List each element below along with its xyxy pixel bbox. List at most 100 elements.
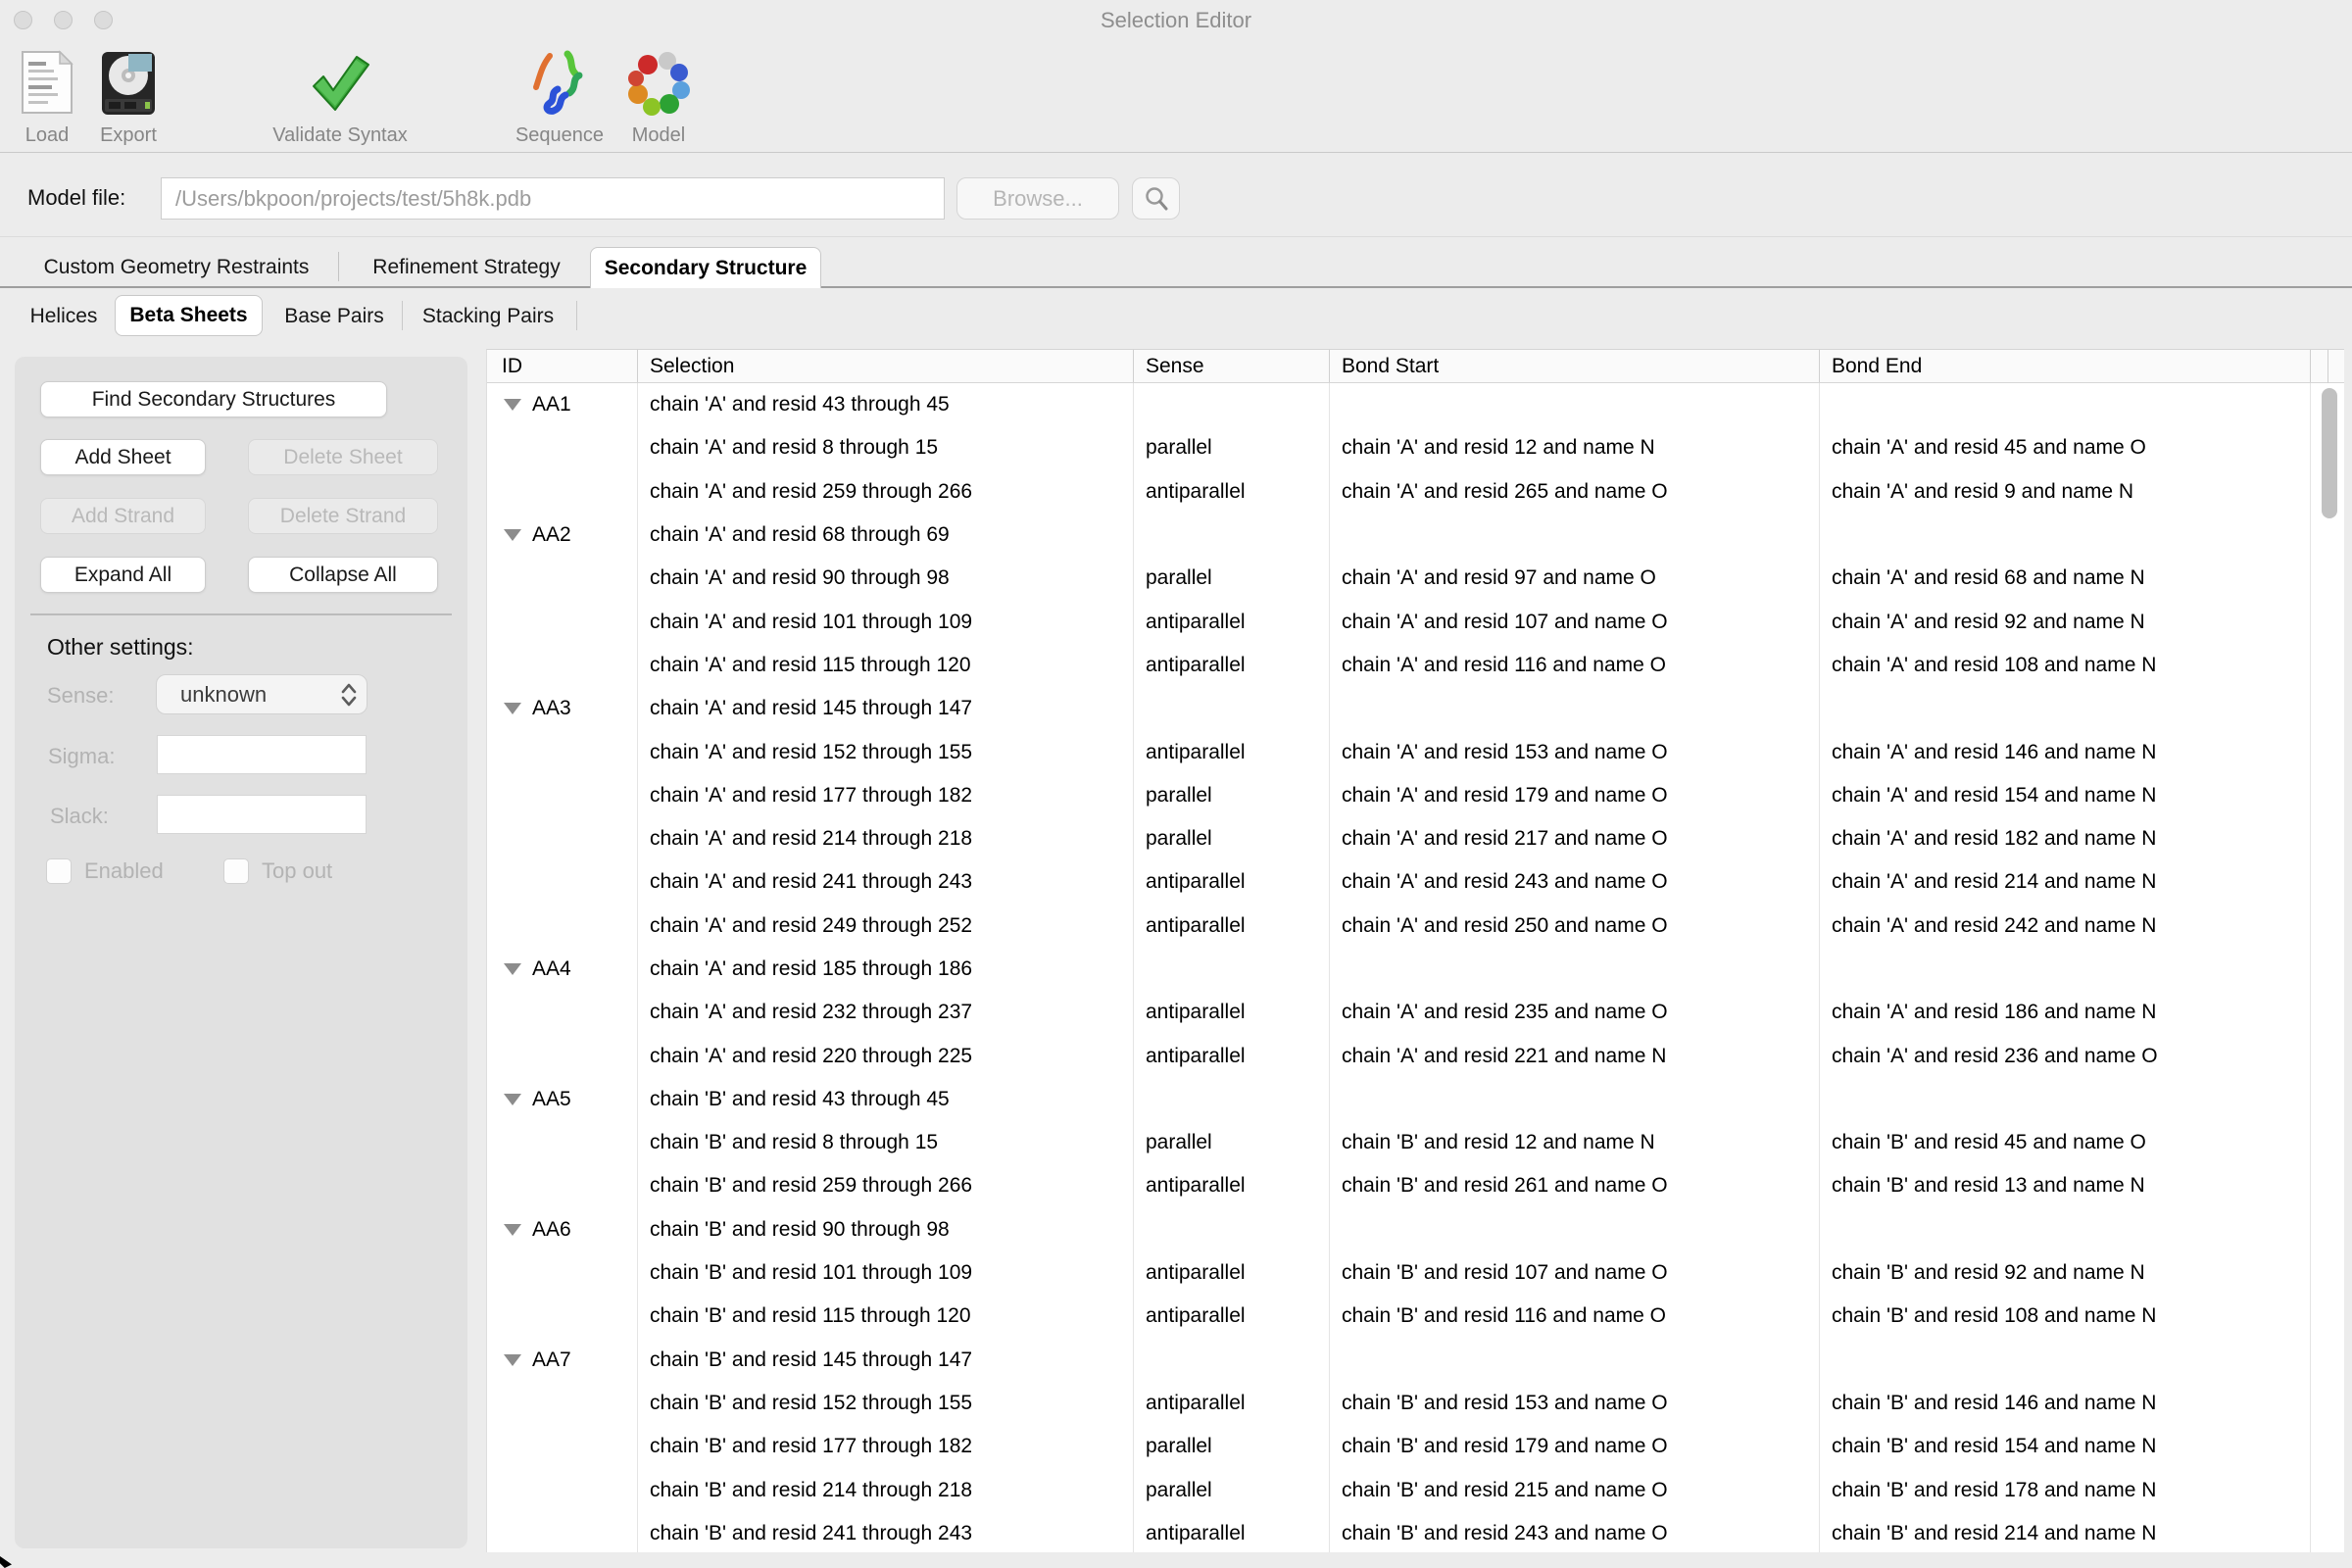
disclosure-triangle-icon[interactable] (504, 399, 521, 412)
table-row[interactable]: chain 'A' and resid 232 through 237 antip… (487, 991, 2344, 1035)
disclosure-triangle-icon[interactable] (504, 529, 521, 542)
enabled-checkbox[interactable] (46, 858, 72, 884)
cell-id (487, 426, 638, 470)
tab-secondary-structure[interactable]: Secondary Structure (590, 247, 821, 288)
table-body: AA1 chain 'A' and resid 43 through 45 chai… (487, 383, 2344, 1552)
table-row[interactable]: chain 'B' and resid 177 through 182 paral… (487, 1425, 2344, 1469)
cell-sense: parallel (1134, 426, 1330, 470)
column-header-id[interactable]: ID (487, 350, 638, 382)
table-row[interactable]: chain 'B' and resid 8 through 15 parallel… (487, 1121, 2344, 1165)
disclosure-triangle-icon[interactable] (504, 1093, 521, 1105)
export-button[interactable]: Export (96, 49, 161, 147)
minimize-button[interactable] (54, 11, 73, 29)
cell-selection: chain 'B' and resid 241 through 243 (638, 1511, 1134, 1552)
table-row[interactable]: chain 'A' and resid 101 through 109 antip… (487, 600, 2344, 644)
cell-bond-start: chain 'A' and resid 221 and name N (1330, 1034, 1820, 1078)
disclosure-triangle-icon[interactable] (504, 1223, 521, 1236)
cell-selection: chain 'A' and resid 145 through 147 (638, 687, 1134, 731)
cell-selection: chain 'A' and resid 115 through 120 (638, 643, 1134, 688)
table-row[interactable]: chain 'B' and resid 101 through 109 antip… (487, 1250, 2344, 1296)
table-row[interactable]: AA5 chain 'B' and resid 43 through 45 (487, 1077, 2344, 1122)
table-row[interactable]: chain 'B' and resid 259 through 266 antip… (487, 1164, 2344, 1208)
tab-refinement-strategy[interactable]: Refinement Strategy (372, 256, 561, 278)
cell-sense (1134, 1338, 1330, 1382)
table-row[interactable]: chain 'A' and resid 220 through 225 antip… (487, 1034, 2344, 1078)
cell-spacer (2311, 687, 2344, 730)
table-row[interactable]: chain 'A' and resid 249 through 252 antip… (487, 904, 2344, 948)
cell-spacer (2311, 774, 2344, 817)
zoom-button[interactable] (94, 11, 113, 29)
table-row[interactable]: chain 'A' and resid 90 through 98 paralle… (487, 557, 2344, 601)
expand-all-button[interactable]: Expand All (40, 557, 206, 593)
slack-input[interactable] (157, 795, 367, 834)
cell-selection: chain 'A' and resid 90 through 98 (638, 557, 1134, 601)
vertical-scrollbar-thumb[interactable] (2322, 388, 2337, 518)
add-sheet-button[interactable]: Add Sheet (40, 439, 206, 475)
table-row[interactable]: AA2 chain 'A' and resid 68 through 69 (487, 513, 2344, 558)
cell-id: AA7 (487, 1338, 638, 1382)
model-button[interactable]: Model (615, 49, 702, 147)
table-row[interactable]: chain 'A' and resid 152 through 155 antip… (487, 730, 2344, 774)
table-row[interactable]: AA4 chain 'A' and resid 185 through 186 (487, 947, 2344, 992)
sigma-input[interactable] (157, 735, 367, 774)
subtab-beta-sheets[interactable]: Beta Sheets (115, 295, 263, 336)
column-header-bond-end[interactable]: Bond End (1820, 350, 2311, 382)
close-button[interactable] (14, 11, 32, 29)
find-secondary-structures-button[interactable]: Find Secondary Structures (40, 381, 387, 417)
collapse-all-button[interactable]: Collapse All (248, 557, 438, 593)
cell-bond-end (1820, 383, 2311, 427)
column-header-bond-start[interactable]: Bond Start (1330, 350, 1820, 382)
table-row[interactable]: AA1 chain 'A' and resid 43 through 45 (487, 383, 2344, 427)
cell-sense: antiparallel (1134, 904, 1330, 948)
disclosure-triangle-icon[interactable] (504, 1353, 521, 1366)
load-button[interactable]: Load (17, 49, 77, 147)
disclosure-triangle-icon[interactable] (504, 703, 521, 715)
slack-label: Slack: (50, 804, 109, 828)
cell-bond-start: chain 'A' and resid 243 and name O (1330, 860, 1820, 905)
table-row[interactable]: chain 'A' and resid 8 through 15 parallel… (487, 426, 2344, 470)
column-header-selection[interactable]: Selection (638, 350, 1134, 382)
table-row[interactable]: chain 'A' and resid 115 through 120 antip… (487, 643, 2344, 688)
search-model-button[interactable] (1132, 177, 1180, 220)
green-checkmark-icon (308, 49, 372, 118)
table-row[interactable]: AA3 chain 'A' and resid 145 through 147 (487, 687, 2344, 731)
table-row[interactable]: AA7 chain 'B' and resid 145 through 147 (487, 1338, 2344, 1382)
sense-dropdown[interactable]: unknown (156, 674, 368, 714)
tab-custom-geometry-restraints[interactable]: Custom Geometry Restraints (43, 256, 310, 278)
cell-sense: antiparallel (1134, 1164, 1330, 1208)
cell-bond-end: chain 'B' and resid 13 and name N (1820, 1164, 2311, 1208)
cell-bond-start: chain 'A' and resid 265 and name O (1330, 469, 1820, 514)
model-file-input[interactable] (161, 177, 945, 220)
table-row[interactable]: chain 'A' and resid 259 through 266 antip… (487, 469, 2344, 514)
cell-sense: parallel (1134, 816, 1330, 861)
top-out-checkbox[interactable] (223, 858, 249, 884)
table-row[interactable]: chain 'A' and resid 214 through 218 paral… (487, 816, 2344, 861)
table-row[interactable]: chain 'B' and resid 115 through 120 antip… (487, 1295, 2344, 1339)
cell-id (487, 1381, 638, 1426)
subtab-stacking-pairs[interactable]: Stacking Pairs (421, 305, 555, 327)
table-row[interactable]: chain 'B' and resid 241 through 243 antip… (487, 1511, 2344, 1552)
subtab-helices[interactable]: Helices (29, 305, 98, 327)
cell-sense: antiparallel (1134, 860, 1330, 905)
sequence-button[interactable]: Sequence (505, 49, 614, 147)
table-row[interactable]: AA6 chain 'B' and resid 90 through 98 (487, 1207, 2344, 1251)
cell-spacer (2311, 1078, 2344, 1121)
cell-selection: chain 'A' and resid 249 through 252 (638, 904, 1134, 948)
column-header-sense[interactable]: Sense (1134, 350, 1330, 382)
browse-button[interactable]: Browse... (956, 177, 1119, 220)
add-strand-button: Add Strand (40, 498, 206, 534)
model-label: Model (631, 124, 686, 146)
table-row[interactable]: chain 'B' and resid 214 through 218 paral… (487, 1468, 2344, 1512)
cell-bond-end: chain 'A' and resid 154 and name N (1820, 773, 2311, 817)
cell-bond-end: chain 'A' and resid 45 and name O (1820, 426, 2311, 470)
cell-bond-end (1820, 687, 2311, 731)
cell-sense: antiparallel (1134, 730, 1330, 774)
table-row[interactable]: chain 'A' and resid 241 through 243 antip… (487, 860, 2344, 905)
table-header: ID Selection Sense Bond Start Bond End (487, 350, 2344, 383)
cell-sense (1134, 1207, 1330, 1251)
subtab-base-pairs[interactable]: Base Pairs (284, 305, 384, 327)
validate-syntax-button[interactable]: Validate Syntax (261, 49, 419, 147)
disclosure-triangle-icon[interactable] (504, 963, 521, 975)
table-row[interactable]: chain 'A' and resid 177 through 182 paral… (487, 773, 2344, 817)
table-row[interactable]: chain 'B' and resid 152 through 155 antip… (487, 1381, 2344, 1426)
